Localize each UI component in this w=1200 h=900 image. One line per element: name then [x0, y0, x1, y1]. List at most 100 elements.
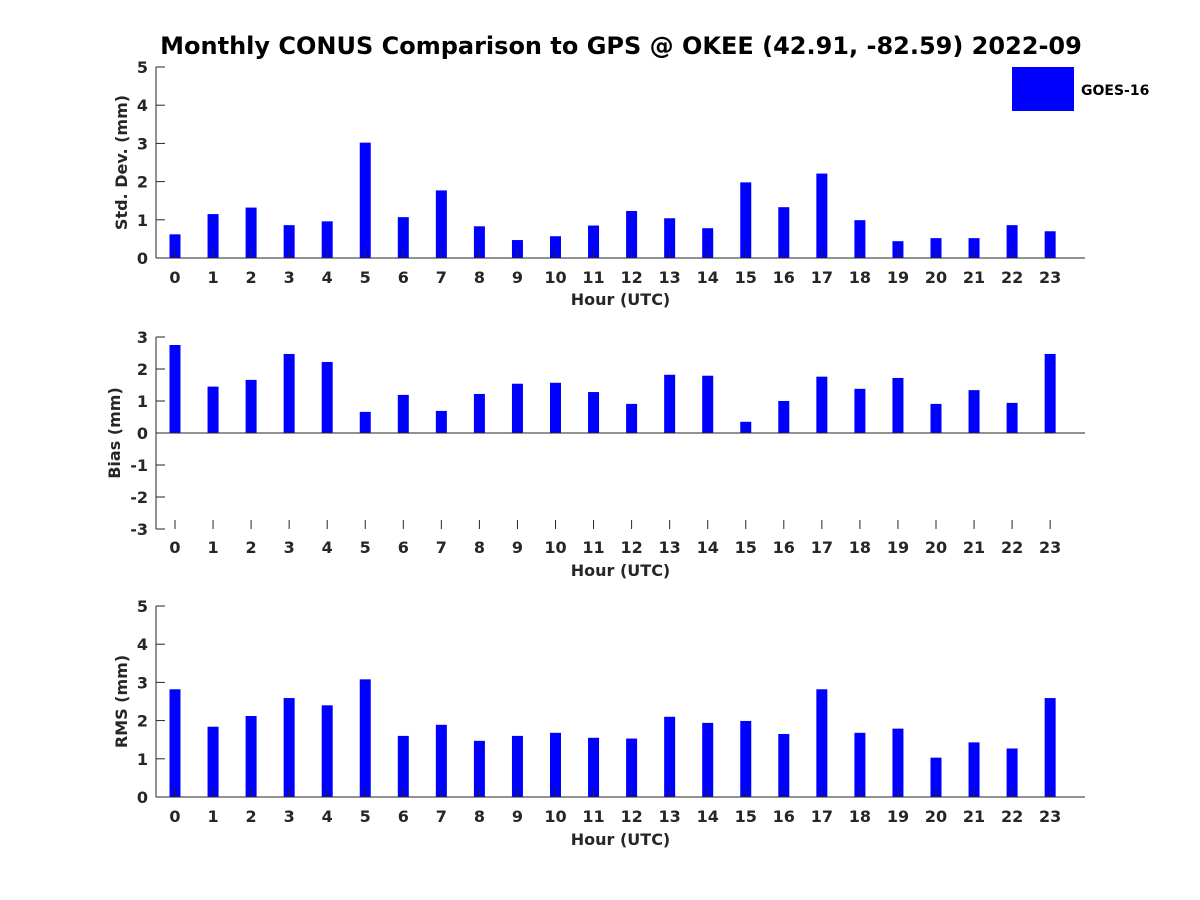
bias-bar-5: [359, 411, 371, 433]
std-xtick-label: 12: [620, 268, 642, 287]
std-xtick-label: 19: [887, 268, 909, 287]
rms-bar-2: [245, 716, 257, 797]
rms-bar-19: [892, 728, 904, 797]
rms-xtick-label: 12: [620, 807, 642, 826]
rms-bar-18: [854, 732, 866, 797]
std-xtick-label: 3: [284, 268, 295, 287]
bias-bar-20: [930, 403, 942, 433]
rms-xtick-label: 5: [360, 807, 371, 826]
std-ytick-label: 2: [137, 173, 148, 192]
bias-bar-19: [892, 377, 904, 433]
std-xtick-label: 4: [322, 268, 333, 287]
bias-xtick-label: 13: [659, 538, 681, 557]
bias-ytick-label: -3: [130, 520, 148, 539]
std-xtick-label: 22: [1001, 268, 1023, 287]
bias-ytick-label: 3: [137, 328, 148, 347]
rms-xtick-label: 22: [1001, 807, 1023, 826]
bias-xtick-label: 22: [1001, 538, 1023, 557]
rms-bar-0: [169, 689, 181, 797]
std-bar-22: [1006, 225, 1018, 258]
rms-panel: 0 1 2 3 4 5 6 7 8 9 10 11 12 13 14 15 16 17 18 19 20 21 22 2301…: [112, 597, 1085, 849]
std-xtick-label: 9: [512, 268, 523, 287]
std-bar-16: [778, 207, 790, 258]
std-ytick-label: 1: [137, 211, 148, 230]
rms-bar-16: [778, 733, 790, 797]
legend-label: GOES-16: [1081, 83, 1149, 99]
std-bar-20: [930, 238, 942, 258]
bias-xtick-label: 16: [773, 538, 795, 557]
rms-xtick-label: 6: [398, 807, 409, 826]
std-bar-10: [550, 236, 561, 258]
bias-xtick-label: 19: [887, 538, 909, 557]
std-y-axis-label: Std. Dev. (mm): [112, 95, 131, 230]
rms-bar-4: [321, 705, 333, 797]
rms-bar-13: [664, 716, 676, 797]
bias-bar-1: [207, 386, 219, 433]
rms-bar-6: [397, 735, 409, 797]
rms-x-axis-label: Hour (UTC): [571, 830, 671, 849]
bias-xtick-label: 20: [925, 538, 947, 557]
std-xtick-label: 11: [582, 268, 604, 287]
bias-ytick-label: 2: [137, 360, 148, 379]
rms-bar-9: [511, 735, 523, 797]
std-bar-3: [283, 225, 295, 258]
rms-bar-12: [626, 738, 638, 797]
bias-ytick-label: 1: [137, 392, 148, 411]
rms-ytick-label: 1: [137, 750, 148, 769]
bias-bar-18: [854, 388, 866, 433]
rms-xtick-label: 7: [436, 807, 447, 826]
rms-bar-11: [588, 737, 600, 797]
rms-xtick-label: 1: [207, 807, 218, 826]
std-ytick-label: 0: [137, 249, 148, 268]
bias-bar-6: [397, 394, 409, 433]
bias-bar-7: [435, 410, 447, 433]
rms-xtick-label: 2: [246, 807, 257, 826]
std-xtick-label: 14: [697, 268, 719, 287]
rms-bar-8: [473, 740, 485, 797]
rms-bar-15: [740, 720, 752, 797]
bias-xtick-label: 1: [207, 538, 218, 557]
bias-bar-10: [550, 382, 561, 433]
rms-bar-5: [359, 679, 371, 797]
std-ytick-label: 5: [137, 58, 148, 77]
rms-xtick-label: 10: [544, 807, 566, 826]
std-dev-panel: 0 1 2 3 4 5 6 7 8 9 10 11 12 13 14 15 16 17 18 19 20 21 22 2301…: [112, 58, 1085, 309]
std-xtick-label: 6: [398, 268, 409, 287]
std-xtick-label: 23: [1039, 268, 1061, 287]
std-bar-12: [626, 211, 638, 258]
bias-xtick-label: 9: [512, 538, 523, 557]
std-xtick-label: 10: [544, 268, 566, 287]
bias-xtick-label: 17: [811, 538, 833, 557]
rms-xtick-label: 4: [322, 807, 333, 826]
rms-bar-21: [968, 742, 980, 797]
std-xtick-label: 20: [925, 268, 947, 287]
bias-bar-4: [321, 361, 333, 433]
bias-bar-13: [664, 374, 676, 433]
rms-xtick-label: 13: [659, 807, 681, 826]
rms-xtick-label: 8: [474, 807, 485, 826]
bias-bar-17: [816, 376, 828, 433]
std-xtick-label: 0: [169, 268, 180, 287]
std-xtick-label: 15: [735, 268, 757, 287]
std-xtick-label: 16: [773, 268, 795, 287]
rms-xtick-label: 21: [963, 807, 985, 826]
std-xtick-label: 17: [811, 268, 833, 287]
rms-ytick-label: 0: [137, 788, 148, 807]
rms-xtick-label: 23: [1039, 807, 1061, 826]
bias-xtick-label: 14: [697, 538, 719, 557]
bias-xtick-label: 12: [620, 538, 642, 557]
rms-bar-20: [930, 757, 942, 797]
bias-xtick-label: 2: [246, 538, 257, 557]
bias-bar-22: [1006, 402, 1018, 433]
bias-xtick-label: 5: [360, 538, 371, 557]
bias-bar-9: [511, 383, 523, 433]
bias-bar-15: [740, 421, 752, 433]
std-bar-1: [207, 214, 219, 258]
bias-xtick-label: 11: [582, 538, 604, 557]
bias-xtick-label: 7: [436, 538, 447, 557]
legend-swatch: [1012, 67, 1074, 111]
std-bar-2: [245, 207, 257, 258]
std-bar-0: [169, 234, 181, 258]
std-bar-14: [702, 228, 714, 258]
std-xtick-label: 13: [659, 268, 681, 287]
